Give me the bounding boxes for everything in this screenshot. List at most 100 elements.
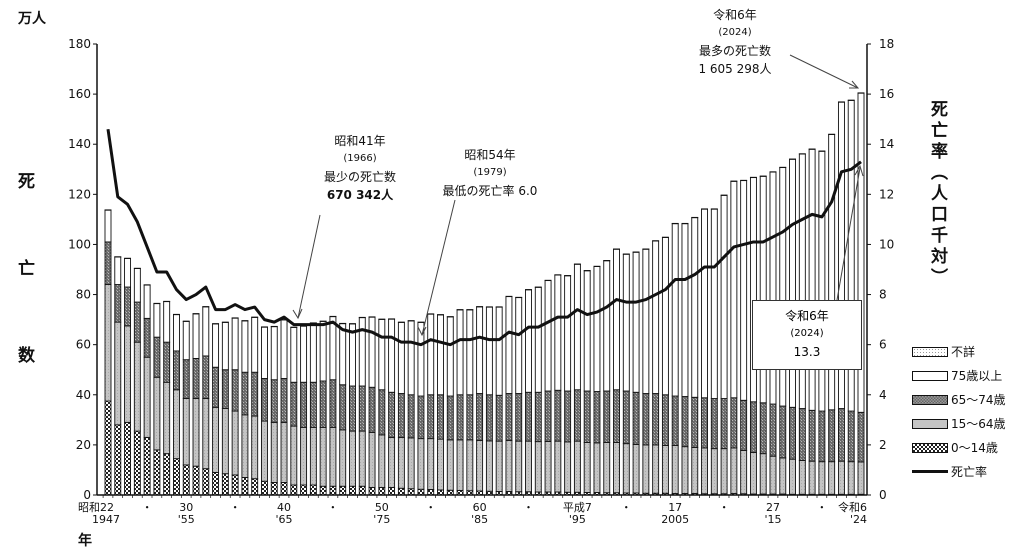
bar-segment-checker-1970 <box>329 485 337 496</box>
bar-segment-white-1956 <box>192 313 200 359</box>
bar-segment-light-2016 <box>779 457 787 495</box>
bar-segment-light-1979 <box>417 438 425 490</box>
bar-segment-light-2000 <box>622 443 630 494</box>
bar-segment-dark-1949 <box>124 286 132 327</box>
legend-item: 15～64歳 <box>912 415 1006 432</box>
arrowhead-max-deaths <box>849 80 860 89</box>
x-tick-label-year: '95 <box>569 513 586 526</box>
bar-segment-white-2007 <box>691 217 699 398</box>
legend-swatch <box>912 418 948 429</box>
bar-segment-dark-1968 <box>309 381 317 428</box>
bar-segment-dark-1977 <box>397 393 405 438</box>
arrow-min-rate <box>421 199 456 336</box>
x-tick-label: 60 <box>473 501 487 514</box>
x-tick-label: 27 <box>766 501 780 514</box>
bar-segment-checker-1953 <box>163 453 171 496</box>
left-tick-label: 60 <box>76 338 91 352</box>
bar-segment-light-1980 <box>427 438 435 490</box>
annotation-text: 昭和41年 <box>334 134 386 148</box>
right-tick-label: 14 <box>879 137 894 151</box>
bar-segment-white-1978 <box>407 320 415 396</box>
bar-segment-white-2004 <box>661 236 669 396</box>
bar-segment-light-1975 <box>378 434 386 488</box>
bar-segment-white-1970 <box>329 316 337 381</box>
bar-segment-dark-1952 <box>153 336 161 378</box>
bar-segment-light-2021 <box>828 461 836 495</box>
bar-segment-light-1964 <box>270 421 278 483</box>
bar-segment-dark-1961 <box>241 371 249 416</box>
bar-segment-light-1951 <box>143 356 151 438</box>
death-rate-line <box>106 128 862 347</box>
bar-segment-light-1995 <box>573 440 581 493</box>
bar-segment-dark-2018 <box>798 408 806 461</box>
bar-segment-white-2006 <box>681 223 689 397</box>
bar-segment-checker-1956 <box>192 465 200 496</box>
bar-segment-checker-1965 <box>280 482 288 496</box>
bar-segment-light-1952 <box>153 376 161 451</box>
bar-segment-checker-1975 <box>378 487 386 496</box>
bar-segment-light-2006 <box>681 446 689 494</box>
annotation-text: 最多の死亡数 <box>698 44 771 58</box>
bar-segment-dark-2021 <box>828 409 836 463</box>
bar-segment-dark-1971 <box>339 384 347 431</box>
x-tick-label: 平成7 <box>563 501 592 514</box>
bar-segment-light-1984 <box>466 439 474 492</box>
legend-label: 75歳以上 <box>951 369 1003 383</box>
bar-segment-light-2020 <box>818 461 826 495</box>
bar-segment-dark-1959 <box>221 369 229 410</box>
legend-label: 15～64歳 <box>951 417 1006 431</box>
bar-segment-light-2011 <box>730 447 738 494</box>
bar-segment-light-2001 <box>632 443 640 494</box>
bar-segment-dark-2012 <box>740 399 748 451</box>
bar-segment-checker-1954 <box>173 458 180 496</box>
bar-segment-dark-2015 <box>769 403 777 457</box>
bar-segment-dark-1964 <box>270 379 278 423</box>
bar-segment-light-1963 <box>261 420 268 482</box>
bar-segment-white-1947 <box>104 209 112 243</box>
left-tick-label: 160 <box>68 87 91 101</box>
bar-segment-white-2012 <box>740 180 748 401</box>
x-tick-label: 30 <box>179 501 193 514</box>
legend-label: 死亡率 <box>951 465 988 479</box>
bar-segment-checker-1961 <box>241 477 249 496</box>
bar-segment-dark-1989 <box>515 393 523 442</box>
bars-group <box>104 92 865 496</box>
bar-segment-checker-1976 <box>388 487 396 496</box>
left-axis-unit: 万人 <box>18 11 46 27</box>
bar-segment-white-1960 <box>231 317 239 371</box>
right-tick-label: 8 <box>879 288 887 302</box>
annotation-text: 最少の死亡数 <box>323 170 396 184</box>
annotation-text: (2024) <box>790 328 824 339</box>
right-tick-label: 16 <box>879 87 894 101</box>
bar-segment-white-1988 <box>505 296 513 394</box>
bar-segment-white-1981 <box>437 314 444 396</box>
bar-segment-light-1950 <box>133 341 141 432</box>
bar-segment-light-1966 <box>290 425 298 486</box>
bar-segment-light-2019 <box>808 460 816 495</box>
bar-segment-light-1993 <box>554 440 562 493</box>
annotation-min-deaths: 昭和41年 (1966) 最少の死亡数 670 342人 <box>305 132 415 204</box>
x-tick-label: ・ <box>816 501 827 514</box>
bar-segment-light-1978 <box>407 437 415 490</box>
bar-segment-light-2022 <box>837 460 845 495</box>
bar-segment-checker-1949 <box>124 421 132 496</box>
bar-segment-dark-2001 <box>632 391 640 445</box>
bar-segment-dark-1980 <box>427 394 435 440</box>
bar-segment-dark-1995 <box>573 389 581 442</box>
bar-segment-checker-1966 <box>290 484 298 496</box>
right-tick-label: 6 <box>879 338 887 352</box>
bar-segment-white-2001 <box>632 251 640 393</box>
x-tick-label: ・ <box>142 501 153 514</box>
bar-segment-dark-1974 <box>368 386 376 433</box>
bar-segment-white-2017 <box>789 158 796 408</box>
x-tick-label: 40 <box>277 501 291 514</box>
annotation-min-rate: 昭和54年 (1979) 最低の死亡率 6.0 <box>425 146 555 200</box>
bar-segment-light-1991 <box>534 441 542 493</box>
bar-segment-dark-1982 <box>446 395 454 441</box>
bar-segment-light-1974 <box>368 431 376 488</box>
bar-segment-dark-1997 <box>593 391 601 444</box>
bar-segment-dark-1983 <box>456 394 464 441</box>
bar-segment-light-2009 <box>710 448 718 495</box>
bar-segment-light-1960 <box>231 410 239 476</box>
